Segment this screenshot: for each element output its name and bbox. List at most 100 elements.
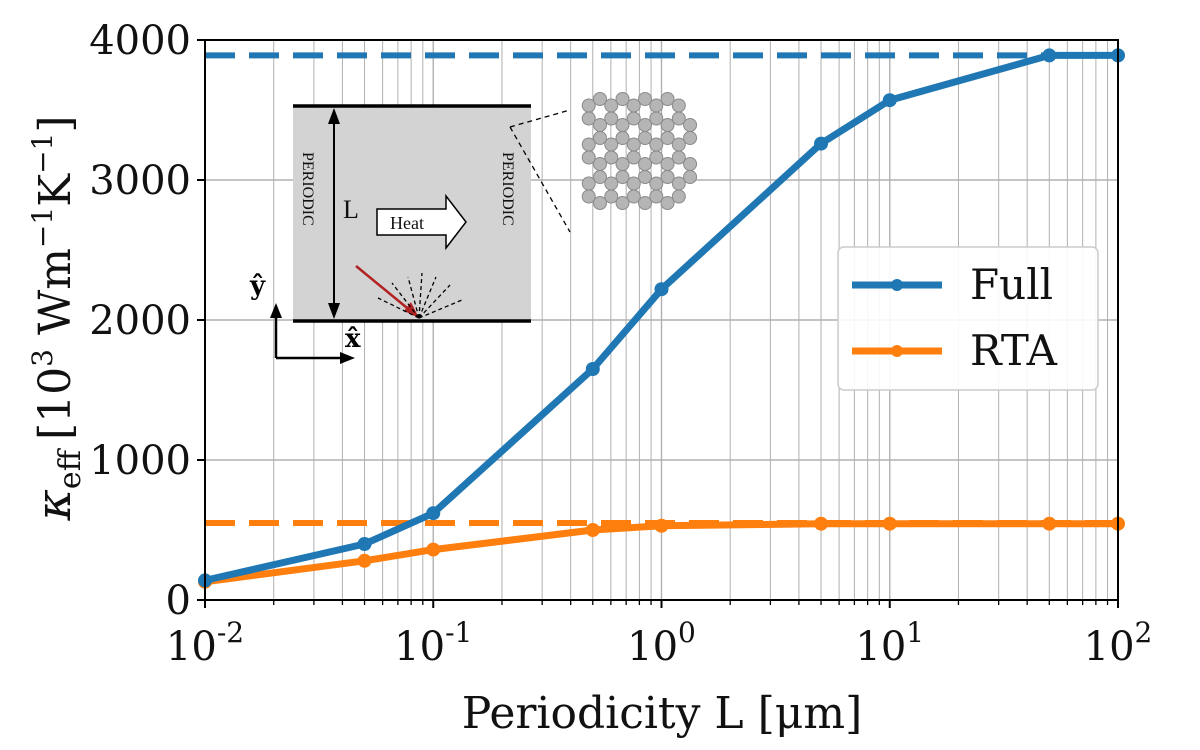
lattice-atom	[638, 131, 653, 145]
y-tick-label: 4000	[89, 18, 191, 64]
lattice-atom	[660, 92, 675, 106]
y-axis-label: κeff[103 Wm−1K−1]	[26, 115, 88, 521]
lattice-atom	[638, 170, 653, 184]
inset-heat-arrow	[376, 193, 467, 251]
y-label-units-exp: 3	[26, 349, 59, 367]
lattice-atom	[683, 118, 698, 132]
y-tick-label: 1000	[89, 438, 191, 484]
inset-axis-x-label: x̂	[345, 324, 361, 354]
legend-marker-rta	[891, 345, 903, 357]
x-axis-label: Periodicity L [μm]	[462, 688, 863, 739]
y-tick-label: 2000	[89, 298, 191, 344]
inset-axis-x-head	[340, 352, 355, 364]
lattice-atom	[626, 98, 641, 113]
legend-label-full: Full	[970, 260, 1053, 309]
lattice-atom	[671, 176, 686, 191]
data-point-full	[814, 136, 829, 151]
data-point-full	[654, 282, 669, 297]
data-point-rta	[654, 518, 669, 533]
graphene-lattice-icon	[581, 92, 698, 210]
inset-axis-y-label: ŷ	[249, 271, 266, 301]
lattice-atom	[593, 196, 607, 210]
lattice-atom	[649, 176, 664, 191]
lattice-atom	[660, 131, 675, 145]
lattice-atom	[638, 196, 653, 210]
lattice-atom	[626, 150, 641, 165]
x-tick-label: 102	[1084, 616, 1153, 670]
lattice-atom	[626, 189, 641, 204]
y-label-units-exp3: −1	[26, 133, 59, 174]
lattice-atom	[604, 189, 619, 204]
lattice-atom	[671, 189, 686, 204]
lattice-atom	[683, 157, 698, 171]
y-tick-label: 0	[166, 578, 191, 624]
data-point-rta	[357, 553, 372, 568]
lattice-atom	[581, 150, 596, 165]
lattice-atom	[638, 92, 653, 106]
data-point-rta	[585, 523, 600, 537]
inset-length-arrow-bottom	[328, 303, 340, 319]
lattice-atom	[660, 170, 675, 184]
legend: Full RTA	[837, 246, 1099, 391]
y-label-units-close: ]	[30, 115, 81, 132]
lattice-atom	[649, 189, 664, 204]
data-point-full	[585, 362, 600, 376]
inset-zoom-line-bottom	[509, 126, 571, 233]
data-point-rta	[426, 542, 441, 557]
legend-marker-full	[891, 279, 903, 291]
lattice-atom	[660, 157, 675, 171]
data-point-rta	[814, 516, 829, 531]
inset-length-arrow-top	[328, 108, 340, 124]
ticks: 0 1000 2000 3000 4000 10-2 10-1 100 101 102	[89, 18, 1152, 670]
lattice-atom	[615, 196, 630, 210]
lattice-atom	[649, 150, 664, 165]
lattice-atom	[581, 111, 596, 126]
lattice-atom	[671, 150, 686, 165]
y-label-units-open: [10	[30, 367, 81, 440]
data-point-rta	[1042, 516, 1057, 531]
inset-periodic-left: PERIODIC	[299, 152, 316, 226]
lattice-atom	[649, 98, 664, 113]
lattice-atom	[649, 137, 664, 152]
legend-box	[837, 246, 1099, 391]
lattice-atom	[660, 196, 675, 210]
lattice-atom	[638, 118, 653, 132]
lattice-atom	[615, 92, 630, 106]
lattice-atom	[660, 118, 675, 132]
lattice-atom	[615, 157, 630, 171]
inset-schematic: L PERIODIC PERIODIC Heat ŷ x̂	[249, 92, 698, 364]
lattice-atom	[671, 137, 686, 152]
y-label-units-mid: Wm	[30, 248, 81, 349]
lattice-atom	[593, 92, 607, 106]
y-label-units-mid2: K	[30, 173, 81, 207]
y-label-symbol: κ	[26, 489, 82, 521]
x-tick-label: 101	[855, 616, 924, 670]
x-tick-label: 100	[627, 616, 696, 670]
lattice-atom	[638, 157, 653, 171]
inset-zoom-line-top	[509, 109, 571, 128]
data-point-full	[1042, 48, 1057, 63]
inset-incident-ray-head	[404, 302, 419, 318]
lattice-atom	[581, 137, 596, 152]
y-label-subscript: eff	[53, 447, 88, 489]
x-tick-label: 10-2	[166, 616, 244, 670]
inset-heat-label: Heat	[390, 213, 424, 233]
lattice-atom	[626, 137, 641, 152]
lattice-atom	[615, 170, 630, 184]
inset-scattered-rays	[377, 272, 463, 319]
y-label-units-exp2: −1	[26, 207, 59, 248]
y-tick-label: 3000	[89, 158, 191, 204]
lattice-atom	[581, 189, 596, 204]
data-point-full	[426, 506, 441, 521]
lattice-atom	[671, 98, 686, 113]
lattice-atom	[581, 176, 596, 191]
lattice-atom	[626, 176, 641, 191]
lattice-atom	[593, 131, 607, 145]
legend-label-rta: RTA	[970, 326, 1058, 375]
lattice-atom	[581, 98, 596, 113]
inset-axis-y-head	[270, 303, 282, 318]
lattice-atom	[593, 170, 607, 184]
data-point-full	[357, 537, 372, 551]
plot-frame	[204, 39, 1119, 601]
